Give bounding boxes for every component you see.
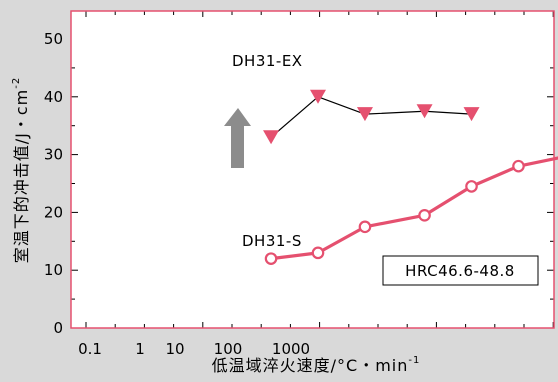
- x-tick-label: 10: [165, 340, 184, 358]
- y-axis-title-text: 室温下的冲击值/J・cm: [12, 89, 31, 264]
- data-point-dh31-s: [360, 222, 370, 232]
- data-point-dh31-s: [513, 161, 523, 171]
- x-tick-label: 0.1: [78, 340, 102, 358]
- y-tick-label: 10: [44, 261, 63, 279]
- x-axis-title: 低温域淬火速度/°C・min-1: [212, 355, 421, 375]
- hardness-box-text: HRC46.6-48.8: [405, 262, 515, 280]
- data-point-dh31-s: [266, 253, 276, 263]
- x-tick-label: 1000: [272, 340, 310, 358]
- y-tick-label: 20: [44, 203, 63, 221]
- series-label-dh31-s: DH31-S: [242, 232, 302, 250]
- x-tick-label: 100: [214, 340, 243, 358]
- y-axis-title-sup: -2: [11, 77, 22, 89]
- x-axis-title-sup: -1: [408, 355, 420, 366]
- x-axis-title-text: 低温域淬火速度/°C・min: [212, 356, 409, 375]
- data-point-dh31-s: [466, 181, 476, 191]
- y-tick-label: 50: [44, 30, 63, 48]
- y-tick-label: 30: [44, 146, 63, 164]
- y-tick-label: 0: [53, 319, 63, 337]
- y-tick-label: 40: [44, 88, 63, 106]
- data-point-dh31-s: [313, 248, 323, 258]
- series-label-dh31-ex: DH31-EX: [232, 52, 303, 70]
- y-axis-title: 室温下的冲击值/J・cm-2: [11, 77, 31, 263]
- x-tick-label: 1: [135, 340, 145, 358]
- data-point-dh31-s: [419, 210, 429, 220]
